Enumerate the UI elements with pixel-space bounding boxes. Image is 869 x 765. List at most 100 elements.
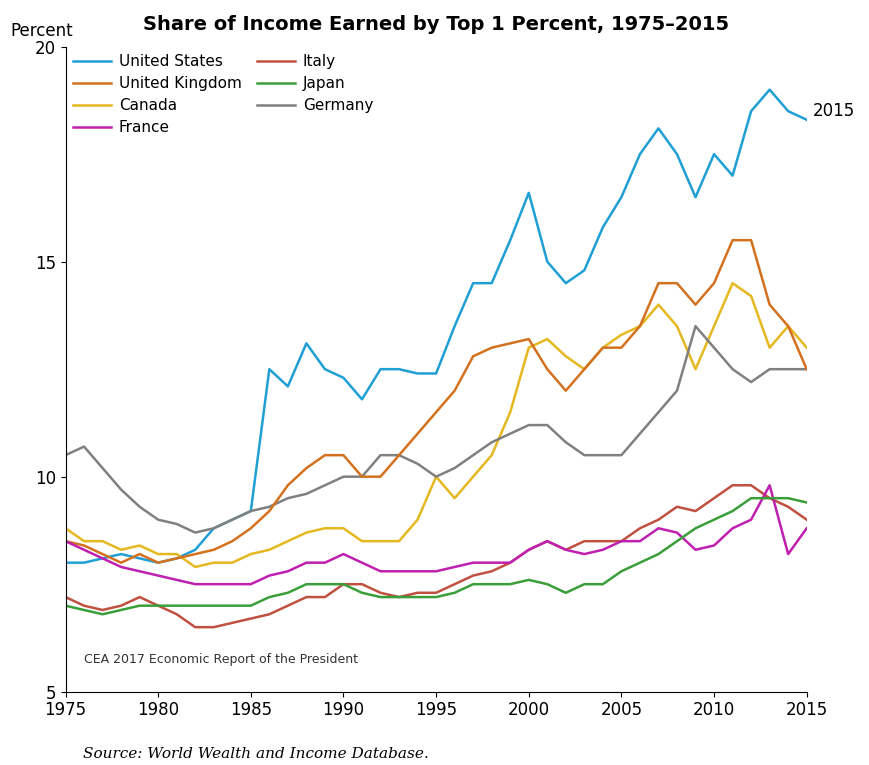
Japan — [338, 580, 348, 589]
Germany — [153, 515, 163, 524]
Text: 2015: 2015 — [813, 103, 854, 120]
Canada — [765, 343, 775, 352]
Canada — [690, 365, 700, 374]
Italy — [801, 515, 812, 524]
United Kingdom — [616, 343, 627, 352]
United States — [616, 193, 627, 202]
Italy — [616, 536, 627, 545]
Germany — [264, 502, 275, 511]
Italy — [264, 610, 275, 619]
Japan — [487, 580, 497, 589]
United States — [153, 558, 163, 568]
Japan — [653, 549, 664, 558]
United States — [561, 278, 571, 288]
United States — [60, 558, 70, 568]
Japan — [672, 536, 682, 545]
Germany — [727, 365, 738, 374]
Japan — [598, 580, 608, 589]
United States — [598, 223, 608, 232]
France — [561, 545, 571, 555]
United Kingdom — [282, 480, 293, 490]
Line: United States: United States — [65, 90, 806, 563]
Japan — [282, 588, 293, 597]
Japan — [431, 592, 441, 601]
United Kingdom — [765, 300, 775, 309]
France — [338, 549, 348, 558]
Canada — [468, 472, 478, 481]
United Kingdom — [79, 541, 90, 550]
France — [171, 575, 182, 584]
Japan — [153, 601, 163, 610]
Japan — [746, 493, 756, 503]
United States — [709, 150, 720, 159]
Canada — [505, 408, 515, 417]
France — [801, 524, 812, 533]
France — [783, 549, 793, 558]
Italy — [449, 580, 460, 589]
Canada — [153, 549, 163, 558]
France — [357, 558, 368, 568]
Canada — [709, 321, 720, 330]
Canada — [282, 536, 293, 545]
Italy — [60, 592, 70, 601]
France — [190, 580, 201, 589]
Italy — [209, 623, 219, 632]
Japan — [690, 524, 700, 533]
Canada — [320, 524, 330, 533]
Canada — [449, 493, 460, 503]
Japan — [505, 580, 515, 589]
Italy — [690, 506, 700, 516]
Japan — [302, 580, 312, 589]
France — [79, 545, 90, 555]
United Kingdom — [523, 334, 534, 343]
Canada — [579, 365, 589, 374]
Canada — [523, 343, 534, 352]
United States — [394, 365, 404, 374]
Germany — [135, 502, 145, 511]
Germany — [357, 472, 368, 481]
Germany — [505, 429, 515, 438]
Italy — [282, 601, 293, 610]
United Kingdom — [375, 472, 386, 481]
United Kingdom — [431, 408, 441, 417]
Canada — [79, 536, 90, 545]
United States — [209, 524, 219, 533]
United States — [634, 150, 645, 159]
Italy — [727, 480, 738, 490]
United States — [449, 321, 460, 330]
France — [487, 558, 497, 568]
Germany — [431, 472, 441, 481]
Germany — [97, 464, 108, 473]
United Kingdom — [727, 236, 738, 245]
France — [282, 567, 293, 576]
United States — [727, 171, 738, 181]
United Kingdom — [302, 464, 312, 473]
Canada — [801, 343, 812, 352]
Italy — [190, 623, 201, 632]
France — [116, 562, 126, 571]
France — [653, 524, 664, 533]
Germany — [190, 528, 201, 537]
United States — [672, 150, 682, 159]
Germany — [60, 451, 70, 460]
Italy — [171, 610, 182, 619]
France — [60, 536, 70, 545]
United States — [690, 193, 700, 202]
Italy — [79, 601, 90, 610]
Germany — [801, 365, 812, 374]
United States — [135, 554, 145, 563]
Japan — [264, 592, 275, 601]
Canada — [653, 300, 664, 309]
United Kingdom — [709, 278, 720, 288]
Japan — [209, 601, 219, 610]
Line: Italy: Italy — [65, 485, 806, 627]
Japan — [783, 493, 793, 503]
Italy — [672, 502, 682, 511]
France — [264, 571, 275, 580]
Canada — [264, 545, 275, 555]
Text: Percent: Percent — [10, 22, 72, 41]
United States — [227, 515, 237, 524]
Line: France: France — [65, 485, 806, 584]
United States — [246, 506, 256, 516]
Text: Source: World Wealth and Income Database.: Source: World Wealth and Income Database… — [83, 747, 428, 761]
